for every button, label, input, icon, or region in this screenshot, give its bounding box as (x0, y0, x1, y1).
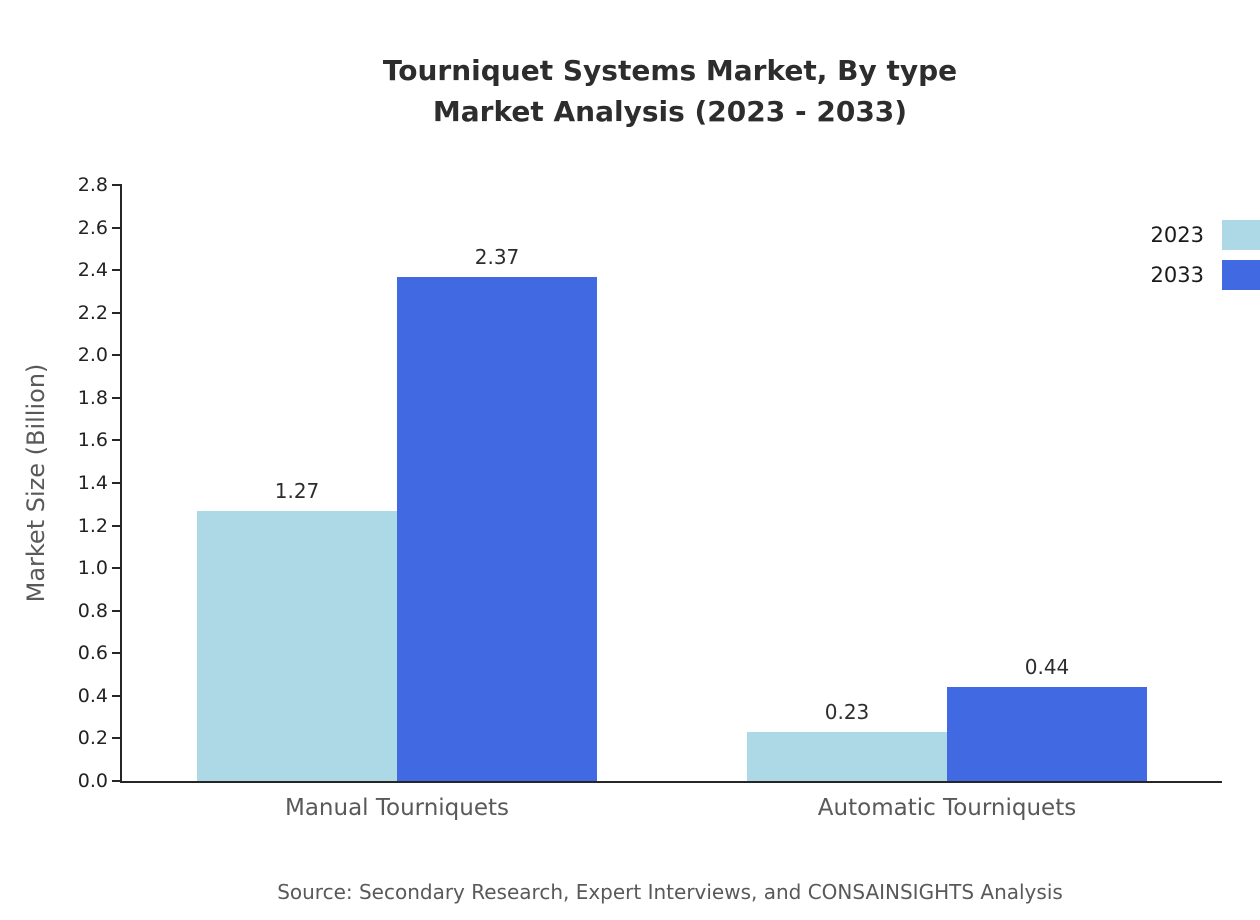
y-tick-mark (112, 226, 122, 229)
y-tick-label: 2.6 (77, 216, 108, 239)
bar (197, 510, 397, 781)
y-tick-mark (112, 567, 122, 570)
bar-value-label: 0.23 (824, 700, 870, 725)
y-tick-label: 1.2 (77, 514, 108, 537)
bar (397, 276, 597, 781)
legend: 2023 2033 (1151, 220, 1260, 290)
bar-value-label: 0.44 (1024, 655, 1070, 680)
bar (747, 732, 947, 781)
y-tick-label: 0.4 (77, 684, 108, 707)
y-tick-mark (112, 524, 122, 527)
y-tick-mark (112, 652, 122, 655)
bar-value-label: 1.27 (274, 478, 320, 503)
y-tick-mark (112, 694, 122, 697)
chart-title-line2: Market Analysis (2023 - 2033) (432, 95, 908, 128)
y-tick-mark (112, 396, 122, 399)
y-tick-label: 2.8 (77, 174, 108, 196)
y-tick-mark (112, 184, 122, 186)
y-tick-mark (112, 269, 122, 272)
y-axis-label: Market Size (Billion) (22, 363, 50, 603)
y-tick-label: 0.6 (77, 642, 108, 665)
x-category-label: Automatic Tourniquets (817, 795, 1077, 821)
legend-item: 2033 (1151, 260, 1260, 290)
legend-label: 2023 (1150, 223, 1204, 247)
y-tick-mark (112, 482, 122, 484)
y-tick-mark (112, 311, 122, 314)
y-tick-label: 1.6 (77, 429, 108, 452)
y-tick-mark (112, 780, 122, 782)
legend-swatch (1222, 260, 1260, 290)
y-tick-label: 2.4 (77, 259, 108, 282)
y-tick-label: 1.8 (77, 386, 108, 409)
y-tick-mark (112, 737, 122, 740)
y-tick-mark (112, 439, 122, 442)
legend-label: 2033 (1150, 263, 1204, 287)
y-tick-mark (112, 354, 122, 357)
y-tick-label: 0.2 (77, 727, 108, 750)
chart-title-line1: Tourniquet Systems Market, By type (382, 54, 958, 87)
source-note: Source: Secondary Research, Expert Inter… (277, 880, 1063, 904)
y-tick-label: 1.4 (77, 472, 108, 494)
y-tick-mark (112, 609, 122, 612)
y-tick-label: 2.2 (77, 301, 108, 324)
bar-value-label: 2.37 (474, 244, 520, 269)
y-tick-label: 1.0 (77, 557, 108, 580)
y-tick-label: 0.8 (77, 599, 108, 622)
chart-title: Tourniquet Systems Market, By type Marke… (120, 50, 1220, 132)
y-tick-label: 2.0 (77, 344, 108, 367)
legend-item: 2023 (1151, 220, 1260, 250)
legend-swatch (1222, 220, 1260, 250)
y-tick-label: 0.0 (77, 770, 108, 792)
plot-area: 0.0 0.2 0.4 0.6 0.8 1.0 1.2 1.4 1.6 1.8 2.0 2.2 2.4 2… (78, 174, 1222, 821)
bar (947, 687, 1147, 781)
x-category-label: Manual Tourniquets (284, 795, 510, 821)
